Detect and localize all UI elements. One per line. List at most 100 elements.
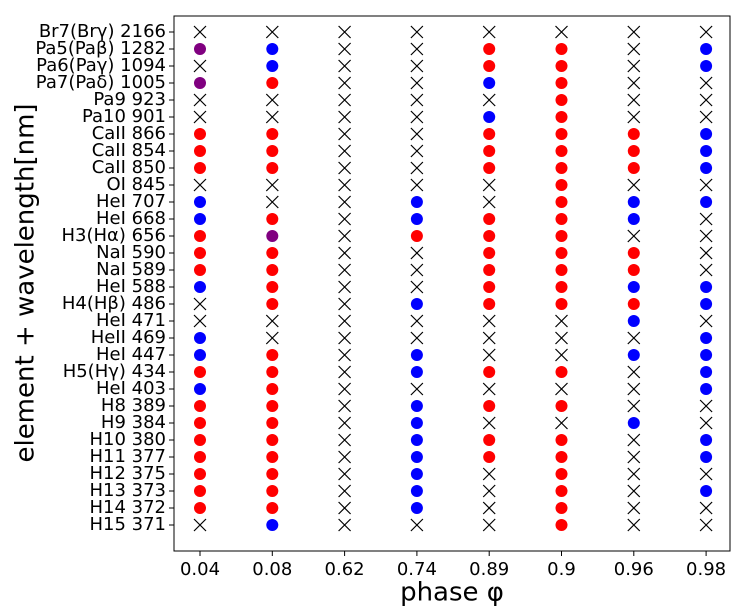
cross-marker [410, 382, 424, 396]
dot-marker [700, 434, 713, 446]
dot-marker [555, 213, 568, 225]
dot-marker [555, 264, 568, 276]
cross-marker [265, 25, 279, 39]
cross-marker [338, 399, 352, 413]
dot-marker [700, 162, 713, 174]
dot-marker [194, 468, 206, 480]
cross-marker [482, 331, 496, 345]
dot-marker [555, 111, 568, 123]
cross-marker [338, 161, 352, 175]
dot-marker [266, 451, 279, 463]
y-tick-label: Pa7(Paδ) 1005 [36, 72, 166, 93]
dot-marker [700, 281, 713, 293]
dot-marker [627, 298, 640, 310]
dot-marker [410, 230, 423, 242]
cross-marker [699, 110, 713, 124]
y-tick-label: H10 380 [89, 429, 166, 450]
cross-marker [338, 518, 352, 532]
y-tick-label: Pa5(Paβ) 1282 [35, 38, 166, 59]
cross-marker [338, 314, 352, 328]
dot-marker [555, 43, 568, 55]
y-tick-label: HeII 469 [91, 327, 166, 348]
dot-marker [483, 60, 496, 72]
cross-marker [193, 297, 207, 311]
cross-marker [265, 314, 279, 328]
dot-marker [627, 145, 640, 157]
dot-marker [483, 43, 496, 55]
cross-marker [699, 25, 713, 39]
cross-marker [699, 178, 713, 192]
cross-marker [265, 93, 279, 107]
dot-marker [266, 281, 279, 293]
dot-marker [627, 247, 640, 259]
cross-marker [338, 467, 352, 481]
dot-marker [266, 230, 279, 242]
x-tick-label: 0.62 [325, 559, 365, 580]
dot-marker [194, 128, 206, 140]
dot-marker [555, 179, 568, 191]
cross-marker [627, 365, 641, 379]
cross-marker [699, 467, 713, 481]
y-tick-label: H4(Hβ) 486 [62, 293, 166, 314]
dot-marker [266, 213, 279, 225]
y-tick-label: H3(Hα) 656 [61, 225, 166, 246]
dot-marker [410, 196, 423, 208]
cross-marker [410, 93, 424, 107]
y-tick-label: Br7(Brγ) 2166 [39, 21, 166, 42]
dot-marker [555, 247, 568, 259]
cross-marker [338, 178, 352, 192]
y-tick-label: H14 372 [89, 497, 166, 518]
cross-marker [555, 416, 568, 430]
cross-marker [410, 178, 424, 192]
cross-marker [338, 229, 352, 243]
x-tick-label: 0.08 [252, 559, 292, 580]
cross-marker [627, 59, 641, 73]
y-tick-label: Pa10 901 [82, 106, 166, 127]
cross-marker [338, 110, 352, 124]
cross-marker [627, 229, 641, 243]
cross-marker [627, 178, 641, 192]
dot-marker [410, 213, 423, 225]
cross-marker [410, 25, 424, 39]
dot-marker [700, 349, 713, 361]
cross-marker [482, 195, 496, 209]
x-tick-label: 0.98 [686, 559, 726, 580]
cross-marker [482, 518, 496, 532]
cross-marker [699, 314, 713, 328]
dot-marker [483, 128, 496, 140]
dot-marker [555, 60, 568, 72]
dot-marker [410, 468, 423, 480]
y-tick-label: OI 845 [106, 174, 166, 195]
cross-marker [193, 25, 207, 39]
cross-marker [338, 433, 352, 447]
cross-marker [627, 450, 641, 464]
cross-marker [338, 280, 352, 294]
cross-marker [410, 76, 424, 90]
y-tick-label: Pa6(Paγ) 1094 [36, 55, 166, 76]
dot-marker [194, 230, 206, 242]
cross-marker [410, 246, 424, 260]
cross-marker [482, 25, 496, 39]
cross-marker [265, 331, 279, 345]
cross-marker [338, 501, 352, 515]
cross-marker [482, 314, 496, 328]
cross-marker [338, 246, 352, 260]
dot-marker [483, 298, 496, 310]
dot-marker [194, 77, 206, 89]
y-tick-label: H13 373 [89, 480, 166, 501]
cross-marker [338, 416, 352, 430]
cross-marker [338, 76, 352, 90]
dot-marker [700, 332, 713, 344]
dot-marker [266, 400, 279, 412]
y-tick-label: H9 384 [101, 412, 166, 433]
cross-marker [482, 382, 496, 396]
cross-marker [193, 93, 207, 107]
dot-marker [700, 145, 713, 157]
dot-marker [700, 383, 713, 395]
cross-marker [193, 110, 207, 124]
dot-marker [266, 485, 279, 497]
dot-marker [410, 417, 423, 429]
dot-marker [555, 451, 568, 463]
cross-marker [265, 110, 279, 124]
dot-marker [194, 366, 206, 378]
